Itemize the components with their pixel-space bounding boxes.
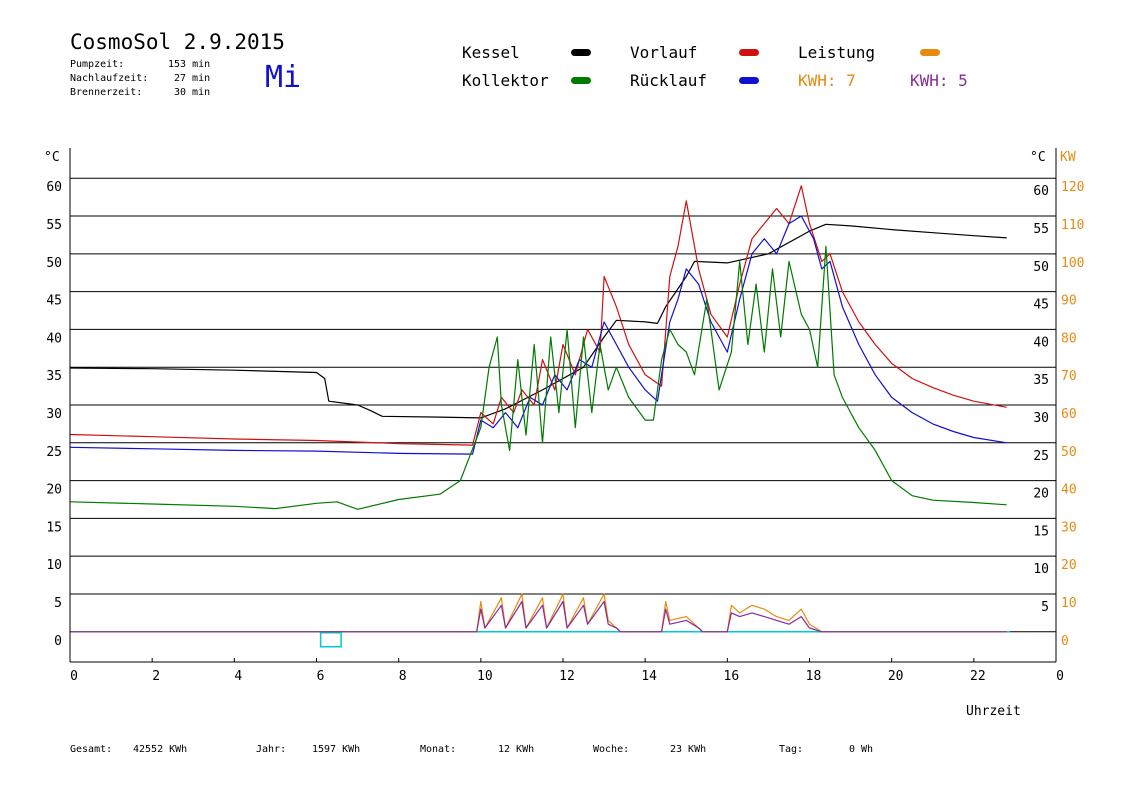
y-tick-left: 15 bbox=[46, 520, 62, 535]
chart-ticks: °C °C KW0510152025303540455055605101520253… bbox=[44, 150, 1084, 719]
footer-gesamt-value: 42552 KWh bbox=[133, 744, 188, 755]
footer-monat-value: 12 KWh bbox=[498, 744, 535, 755]
x-tick-label: 4 bbox=[234, 669, 242, 684]
legend-leistung-swatch bbox=[920, 49, 940, 56]
x-tick-label: 18 bbox=[806, 669, 822, 684]
y-tick-right-power: 20 bbox=[1061, 558, 1077, 573]
legend-ruecklauf-label: Rücklauf bbox=[630, 71, 708, 90]
y-tick-left: 40 bbox=[46, 331, 62, 346]
brenner-value: 30 min bbox=[174, 87, 211, 98]
legend-kessel-label: Kessel bbox=[462, 43, 520, 62]
series-line-r-cklauf bbox=[69, 215, 1007, 455]
x-tick-label: 16 bbox=[724, 669, 740, 684]
legend-vorlauf-swatch bbox=[739, 49, 759, 56]
y-tick-left: 10 bbox=[46, 558, 62, 573]
y-tick-right-power: 50 bbox=[1061, 445, 1077, 460]
legend-vorlauf-label: Vorlauf bbox=[630, 43, 698, 62]
y-tick-right-temp: 15 bbox=[1033, 524, 1049, 539]
y-tick-right-temp: 25 bbox=[1033, 449, 1049, 464]
x-tick-label: 0 bbox=[1056, 669, 1064, 684]
x-tick-label: 12 bbox=[559, 669, 575, 684]
x-tick-label: 8 bbox=[399, 669, 407, 684]
chart-grid bbox=[70, 177, 1056, 633]
x-tick-label: 0 bbox=[70, 669, 78, 684]
y-tick-right-power: 60 bbox=[1061, 407, 1077, 422]
weekday-label: Mi bbox=[265, 60, 302, 95]
y-tick-right-temp: 5 bbox=[1041, 600, 1049, 615]
y-tick-right-power: 90 bbox=[1061, 294, 1077, 309]
brenner-label: Brennerzeit: bbox=[70, 87, 143, 98]
y-tick-right-power: 120 bbox=[1061, 180, 1084, 195]
footer-jahr-value: 1597 KWh bbox=[312, 744, 361, 755]
legend-kwh1: KWH: 7 bbox=[798, 71, 856, 90]
y-tick-right-temp: 55 bbox=[1033, 222, 1049, 237]
footer-gesamt-label: Gesamt: bbox=[70, 744, 113, 755]
y-tick-left: 5 bbox=[54, 596, 62, 611]
pump-value: 153 min bbox=[168, 59, 211, 70]
legend-kollektor-swatch bbox=[571, 77, 591, 84]
x-tick-label: 20 bbox=[888, 669, 904, 684]
nachlauf-value: 27 min bbox=[174, 73, 211, 84]
legend-leistung-label: Leistung bbox=[798, 43, 876, 62]
legend-ruecklauf-swatch bbox=[739, 77, 759, 84]
y-unit-right-temp: °C bbox=[1030, 150, 1046, 165]
y-tick-left: 20 bbox=[46, 483, 62, 498]
y-tick-right-temp: 20 bbox=[1033, 487, 1049, 502]
y-tick-left: 30 bbox=[46, 407, 62, 422]
y-tick-left: 60 bbox=[46, 180, 62, 195]
y-tick-right-power: 110 bbox=[1061, 218, 1084, 233]
y-unit-left: °C bbox=[44, 150, 60, 165]
legend-kollektor-label: Kollektor bbox=[462, 71, 549, 90]
footer-monat-label: Monat: bbox=[420, 744, 457, 755]
y-tick-right-power: 0 bbox=[1061, 634, 1069, 649]
y-tick-right-power: 100 bbox=[1061, 256, 1084, 271]
y-tick-right-power: 70 bbox=[1061, 369, 1077, 384]
x-tick-label: 6 bbox=[317, 669, 325, 684]
y-tick-left: 0 bbox=[54, 634, 62, 649]
pump-label: Pumpzeit: bbox=[70, 59, 125, 70]
x-tick-label: 10 bbox=[477, 669, 493, 684]
footer-woche-value: 23 KWh bbox=[670, 744, 707, 755]
series-line-vorlauf bbox=[69, 185, 1007, 446]
time-marker-box bbox=[319, 632, 342, 648]
footer-woche-label: Woche: bbox=[593, 744, 630, 755]
y-tick-right-temp: 60 bbox=[1033, 184, 1049, 199]
y-tick-left: 25 bbox=[46, 445, 62, 460]
power-line-leistung bbox=[70, 593, 1007, 633]
marker-box bbox=[319, 632, 342, 648]
y-tick-right-temp: 50 bbox=[1033, 260, 1049, 275]
y-tick-left: 35 bbox=[46, 369, 62, 384]
y-tick-left: 55 bbox=[46, 218, 62, 233]
y-tick-right-temp: 35 bbox=[1033, 373, 1049, 388]
power-line-kwh-5 bbox=[70, 600, 1007, 633]
footer-tag-value: 0 Wh bbox=[849, 744, 874, 755]
chart-series bbox=[69, 185, 1007, 633]
y-tick-right-power: 30 bbox=[1061, 520, 1077, 535]
chart-title: CosmoSol 2.9.2015 bbox=[70, 30, 285, 54]
y-tick-right-temp: 40 bbox=[1033, 335, 1049, 350]
y-tick-right-temp: 30 bbox=[1033, 411, 1049, 426]
y-tick-right-temp: 45 bbox=[1033, 298, 1049, 313]
y-unit-right-power: KW bbox=[1060, 150, 1076, 165]
x-tick-label: 22 bbox=[970, 669, 986, 684]
legend-kwh2: KWH: 5 bbox=[910, 71, 968, 90]
y-tick-left: 45 bbox=[46, 294, 62, 309]
footer-tag-label: Tag: bbox=[779, 744, 804, 755]
y-tick-right-power: 10 bbox=[1061, 596, 1077, 611]
x-axis-label: Uhrzeit bbox=[966, 704, 1021, 719]
legend-kessel-swatch bbox=[571, 49, 591, 56]
y-tick-left: 50 bbox=[46, 256, 62, 271]
x-tick-label: 2 bbox=[152, 669, 160, 684]
y-tick-right-temp: 10 bbox=[1033, 562, 1049, 577]
nachlauf-label: Nachlaufzeit: bbox=[70, 73, 149, 84]
x-tick-label: 14 bbox=[641, 669, 657, 684]
footer-jahr-label: Jahr: bbox=[256, 744, 287, 755]
y-tick-right-power: 40 bbox=[1061, 483, 1077, 498]
series-line-kessel bbox=[69, 223, 1007, 419]
y-tick-right-power: 80 bbox=[1061, 331, 1077, 346]
series-line-kollektor bbox=[69, 245, 1007, 510]
